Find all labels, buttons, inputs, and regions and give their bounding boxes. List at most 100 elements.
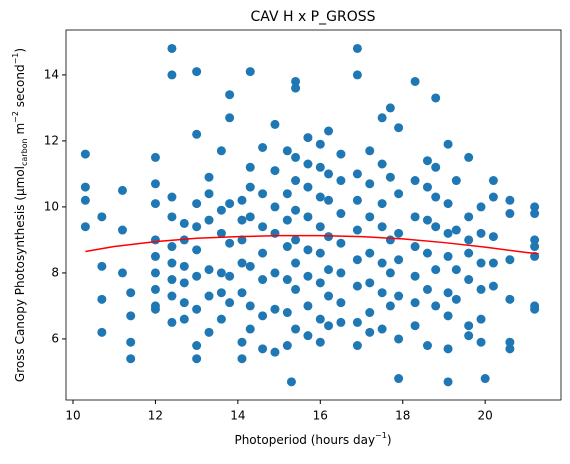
point — [282, 189, 292, 199]
point — [179, 261, 189, 271]
point — [150, 304, 160, 314]
y-tick-label: 6 — [51, 331, 59, 345]
point — [464, 235, 474, 245]
point — [422, 248, 432, 258]
point — [451, 265, 461, 275]
point — [204, 327, 214, 337]
point — [204, 265, 214, 275]
point — [377, 258, 387, 268]
point — [291, 83, 301, 93]
point — [410, 271, 420, 281]
point — [451, 176, 461, 186]
point — [505, 209, 515, 219]
point — [385, 172, 395, 182]
point — [150, 152, 160, 162]
point — [315, 222, 325, 232]
point — [245, 162, 255, 172]
point — [237, 195, 247, 205]
point — [216, 268, 226, 278]
point — [291, 176, 301, 186]
point — [150, 235, 160, 245]
point — [422, 284, 432, 294]
point — [394, 123, 404, 133]
point — [97, 327, 107, 337]
y-tick-label: 10 — [44, 199, 59, 213]
point — [225, 238, 235, 248]
point — [303, 245, 313, 255]
point — [245, 212, 255, 222]
point — [270, 347, 280, 357]
point — [303, 159, 313, 169]
point — [365, 248, 375, 258]
point — [225, 199, 235, 209]
point — [270, 119, 280, 129]
point — [258, 344, 268, 354]
point — [315, 248, 325, 258]
point — [315, 139, 325, 149]
point — [451, 294, 461, 304]
point — [216, 205, 226, 215]
point — [225, 298, 235, 308]
y-axis-label: Gross Canopy Photosynthesis (μmolcarbon … — [11, 48, 29, 382]
point — [282, 308, 292, 318]
point — [324, 169, 334, 179]
point — [245, 261, 255, 271]
point — [315, 192, 325, 202]
point — [377, 222, 387, 232]
point — [270, 166, 280, 176]
point — [167, 242, 177, 252]
point — [431, 222, 441, 232]
point — [237, 337, 247, 347]
point — [167, 192, 177, 202]
point — [126, 354, 136, 364]
point — [385, 301, 395, 311]
y-tick-label: 12 — [44, 133, 59, 147]
point — [476, 314, 486, 324]
point — [394, 189, 404, 199]
point — [336, 317, 346, 327]
point — [324, 126, 334, 136]
point — [385, 235, 395, 245]
point — [443, 228, 453, 238]
point — [291, 235, 301, 245]
point — [270, 202, 280, 212]
point — [422, 341, 432, 351]
point — [377, 159, 387, 169]
point — [422, 182, 432, 192]
point — [315, 278, 325, 288]
point — [488, 258, 498, 268]
point — [216, 314, 226, 324]
point — [150, 284, 160, 294]
x-tick-label: 18 — [395, 409, 410, 423]
point — [488, 281, 498, 291]
point — [410, 298, 420, 308]
point — [97, 294, 107, 304]
point — [336, 149, 346, 159]
point — [394, 255, 404, 265]
y-label-part: second — [13, 64, 27, 111]
point — [117, 185, 127, 195]
point — [179, 278, 189, 288]
point — [365, 327, 375, 337]
chart-title: CAV H x P_GROSS — [250, 9, 375, 25]
point — [80, 182, 90, 192]
point — [324, 232, 334, 242]
point — [385, 268, 395, 278]
x-axis-label: Photoperiod (hours day−1) — [234, 431, 391, 447]
point — [443, 199, 453, 209]
point — [443, 311, 453, 321]
point — [192, 354, 202, 364]
point — [192, 245, 202, 255]
point — [352, 169, 362, 179]
point — [443, 251, 453, 261]
point — [410, 76, 420, 86]
point — [443, 288, 453, 298]
point — [464, 152, 474, 162]
point — [394, 291, 404, 301]
point — [270, 304, 280, 314]
point — [303, 331, 313, 341]
point — [394, 334, 404, 344]
point — [464, 321, 474, 331]
point — [192, 341, 202, 351]
